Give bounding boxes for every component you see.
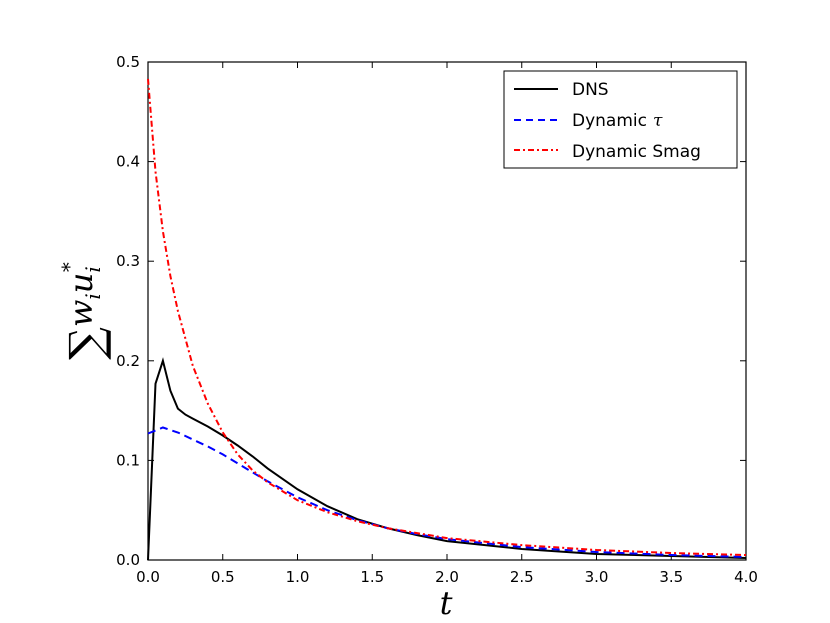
legend-label-dynamic-tau-symbol: τ [653, 111, 663, 131]
x-axis-label: t [440, 584, 453, 622]
x-tick-label: 2.0 [435, 568, 459, 586]
x-tick-label: 1.0 [286, 568, 310, 586]
series-line-dynamic-smag [147, 78, 747, 556]
legend: DNS Dynamic τ Dynamic Smag [503, 70, 738, 169]
y-label-u-sup: * [57, 262, 81, 272]
y-tick-label: 0.4 [116, 153, 140, 171]
y-label-w: w [62, 300, 100, 327]
y-axis-label: ∑wiui* [57, 262, 113, 360]
legend-label-dns: DNS [572, 80, 609, 100]
x-tick-label: 4.0 [734, 568, 758, 586]
tick-layer: 0.0 0.5 1.0 1.5 2.0 2.5 3.0 3.5 4.0 0.0 0.1 0.2 0.3 0… [116, 53, 758, 586]
y-label-w-sub: i [81, 293, 105, 299]
x-tick-label: 2.5 [510, 568, 534, 586]
y-tick-label: 0.3 [116, 252, 140, 270]
legend-label-dynamic-tau-text: Dynamic [572, 111, 647, 131]
y-label-u-sub: i [81, 266, 105, 272]
y-tick-label: 0.0 [116, 551, 140, 569]
x-tick-label: 1.5 [360, 568, 384, 586]
x-tick-label: 0.0 [136, 568, 160, 586]
series-line-dns [147, 357, 747, 561]
legend-label-dynamic-tau: Dynamic τ [572, 111, 663, 131]
y-label-u: u [62, 273, 100, 294]
y-tick-label: 0.5 [116, 53, 140, 71]
x-tick-label: 3.5 [659, 568, 683, 586]
y-tick-label: 0.2 [116, 352, 140, 370]
y-tick-label: 0.1 [116, 451, 140, 469]
y-label-sigma: ∑ [59, 327, 113, 360]
legend-label-dynamic-smag: Dynamic Smag [572, 142, 701, 162]
series-layer [147, 78, 747, 561]
svg-text:∑wiui*: ∑wiui* [57, 262, 113, 360]
x-tick-label: 0.5 [211, 568, 235, 586]
x-tick-label: 3.0 [585, 568, 609, 586]
